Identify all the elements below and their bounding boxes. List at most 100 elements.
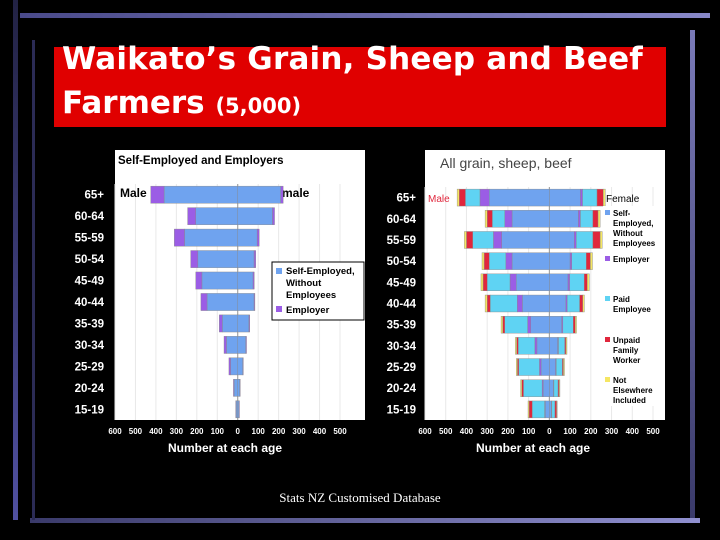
frame-right-line bbox=[690, 30, 695, 520]
bar-male-unpaid-family-worker bbox=[521, 379, 524, 397]
x-tick-label: 0 bbox=[547, 427, 552, 436]
age-group-label: 60-64 bbox=[75, 211, 105, 223]
legend-label-not-elsewhere: Included bbox=[613, 396, 646, 405]
bar-female-employer bbox=[253, 293, 256, 311]
bar-female-employer bbox=[574, 231, 577, 249]
bar-male-paid-employee bbox=[472, 231, 494, 249]
bar-female-not-elsewhere bbox=[597, 210, 601, 228]
age-group-label: 65+ bbox=[396, 193, 416, 205]
bar-female-not-elsewhere bbox=[599, 231, 603, 249]
age-group-label: 65+ bbox=[84, 190, 104, 202]
x-tick-label: 600 bbox=[108, 427, 122, 436]
x-tick-label: 300 bbox=[170, 427, 184, 436]
legend-label-not-elsewhere: Not bbox=[613, 376, 627, 385]
bar-female-paid-employee bbox=[576, 231, 594, 249]
bar-male-employer bbox=[195, 271, 203, 290]
bar-male-paid-employee bbox=[518, 337, 536, 355]
bar-female-employer bbox=[272, 207, 275, 225]
bar-female-paid-employee bbox=[580, 210, 594, 228]
bar-female-unpaid-family-worker bbox=[579, 294, 583, 313]
x-tick-label: 300 bbox=[292, 427, 306, 436]
bar-female-paid-employee bbox=[551, 400, 556, 419]
bar-male-not-elsewhere bbox=[484, 294, 488, 313]
bar-female-employer bbox=[252, 271, 255, 290]
bar-female-not-elsewhere bbox=[563, 358, 565, 376]
x-tick-label: 200 bbox=[272, 427, 286, 436]
bar-female-paid-employee bbox=[562, 316, 574, 334]
frame-left-line bbox=[13, 0, 18, 520]
bar-female-not-elsewhere bbox=[575, 316, 577, 334]
bar-male-unpaid-family-worker bbox=[466, 231, 473, 249]
bar-female-unpaid-family-worker bbox=[554, 400, 557, 419]
bar-male-unpaid-family-worker bbox=[528, 400, 533, 419]
x-tick-label: 100 bbox=[563, 427, 577, 436]
bar-male-self-employed bbox=[511, 252, 550, 270]
bar-female-paid-employee bbox=[582, 188, 598, 207]
frame-left-inner bbox=[32, 40, 35, 520]
age-group-label: 45-49 bbox=[75, 276, 104, 288]
bar-male-self-employed bbox=[542, 379, 550, 397]
bar-male-paid-employee bbox=[531, 400, 545, 419]
bar-female-employer bbox=[245, 336, 247, 354]
legend-label-self-employed-1: Self-Employed, bbox=[286, 266, 355, 277]
legend-box bbox=[271, 261, 365, 321]
bar-male-self-employed bbox=[536, 337, 550, 355]
bar-female-self-employed bbox=[549, 210, 579, 228]
bar-female-employer bbox=[242, 357, 244, 376]
bar-male-not-elsewhere bbox=[500, 316, 503, 334]
bar-male-not-elsewhere bbox=[464, 231, 467, 249]
bar-female-employer bbox=[567, 273, 570, 291]
bar-male-paid-employee bbox=[486, 273, 511, 291]
age-group-label: 15-19 bbox=[387, 404, 416, 416]
bar-male-employer bbox=[190, 250, 199, 268]
legend-label-paid-employee: Employee bbox=[613, 305, 651, 314]
title-main-text: Farmers bbox=[62, 85, 205, 121]
x-tick-label: 0 bbox=[236, 427, 241, 436]
age-group-label: 30-34 bbox=[75, 340, 105, 352]
bar-male-unpaid-family-worker bbox=[486, 210, 493, 228]
bar-female-employer bbox=[239, 379, 241, 397]
bar-female-self-employed bbox=[549, 379, 554, 397]
bar-female-self-employed bbox=[549, 252, 571, 270]
bar-male-self-employed bbox=[511, 210, 550, 228]
bar-male-paid-employee bbox=[504, 316, 528, 334]
x-tick-label: 400 bbox=[313, 427, 327, 436]
bar-female-employer bbox=[569, 252, 572, 270]
age-group-label: 20-24 bbox=[75, 383, 105, 395]
bar-female-not-elsewhere bbox=[582, 294, 585, 313]
x-tick-label: 100 bbox=[211, 427, 225, 436]
legend-swatch-unpaid-family-worker bbox=[605, 337, 610, 342]
age-group-label: 40-44 bbox=[387, 299, 417, 311]
bar-male-employer bbox=[479, 188, 490, 207]
x-tick-label: 300 bbox=[605, 427, 619, 436]
bar-male-employer bbox=[505, 252, 513, 270]
age-group-label: 45-49 bbox=[387, 277, 416, 289]
legend-label-unpaid-family-worker: Unpaid bbox=[613, 336, 640, 345]
bar-male-unpaid-family-worker bbox=[483, 252, 490, 270]
bar-male-unpaid-family-worker bbox=[502, 316, 505, 334]
bar-male-not-elsewhere bbox=[481, 252, 485, 270]
bar-male-not-elsewhere bbox=[480, 273, 484, 291]
bar-male-unpaid-family-worker bbox=[486, 294, 491, 313]
bar-female-employer bbox=[580, 188, 583, 207]
legend-label-paid-employee: Paid bbox=[613, 295, 630, 304]
legend-swatch-self-employed bbox=[276, 268, 282, 274]
x-tick-label: 500 bbox=[439, 427, 453, 436]
legend-label-unpaid-family-worker: Family bbox=[613, 346, 639, 355]
legend-label-unpaid-family-worker: Worker bbox=[613, 356, 640, 365]
age-group-label: 30-34 bbox=[387, 341, 417, 353]
bar-female-employer bbox=[238, 400, 240, 419]
age-group-label: 20-24 bbox=[387, 383, 417, 395]
bar-female-paid-employee bbox=[556, 358, 563, 376]
bar-male-paid-employee bbox=[465, 188, 481, 207]
bar-male-employer bbox=[150, 185, 165, 204]
bar-male-employer bbox=[219, 314, 223, 333]
female-label: Female bbox=[606, 194, 640, 205]
title-line-2: Farmers (5,000) bbox=[62, 85, 301, 121]
bar-female-paid-employee bbox=[558, 337, 565, 355]
bar-male-self-employed bbox=[489, 188, 550, 207]
age-group-label: 15-19 bbox=[75, 404, 104, 416]
bar-female-unpaid-family-worker bbox=[586, 252, 591, 270]
bar-female-not-elsewhere bbox=[558, 379, 561, 397]
